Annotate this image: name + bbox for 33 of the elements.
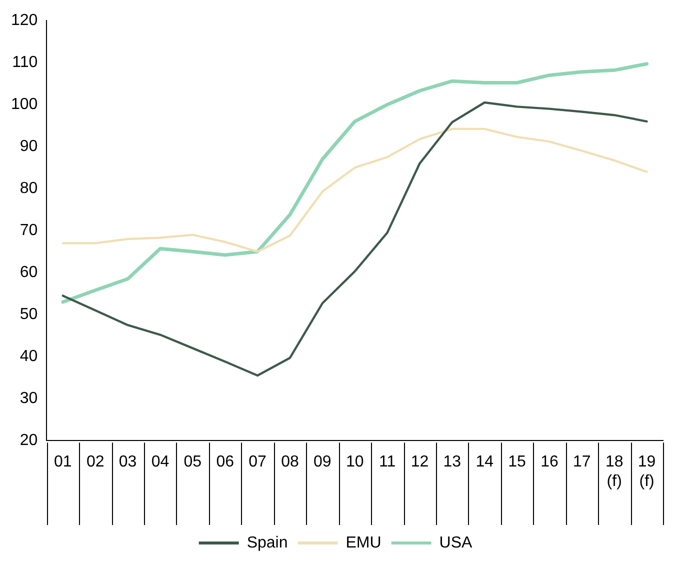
x-tick-label: 14	[476, 454, 494, 471]
x-tick-label: 01	[54, 454, 72, 471]
y-tick-label: 90	[20, 138, 38, 156]
y-tick-label: 60	[20, 264, 38, 282]
x-tick-label: 12	[410, 454, 429, 471]
x-tick-label: 07	[248, 454, 267, 471]
legend-label: USA	[439, 534, 473, 552]
x-tick-label: 13	[443, 454, 462, 471]
legend-label: EMU	[346, 534, 382, 552]
y-tick-label: 50	[20, 306, 38, 324]
x-tick-label: 04	[151, 454, 170, 471]
x-tick-label: 16	[540, 454, 558, 471]
x-tick-label: 15	[508, 454, 526, 471]
x-tick-label: 08	[281, 454, 299, 471]
x-tick-label: 03	[118, 454, 137, 471]
y-tick-label: 110	[12, 54, 38, 72]
x-tick-label: 17	[573, 454, 591, 471]
x-tick-label: 18 (f)	[605, 454, 624, 490]
x-tick-label: 02	[86, 454, 104, 471]
x-tick-label: 05	[184, 454, 202, 471]
legend-label: Spain	[246, 534, 288, 552]
y-tick-label: 100	[10, 96, 38, 114]
x-tick-label: 19 (f)	[638, 454, 656, 490]
y-tick-label: 120	[10, 12, 38, 30]
y-tick-label: 40	[20, 348, 38, 366]
y-tick-label: 20	[20, 432, 38, 450]
x-tick-label: 09	[314, 454, 332, 471]
x-tick-label: 11	[378, 454, 396, 471]
y-tick-label: 30	[20, 390, 38, 408]
x-tick-label: 10	[346, 454, 364, 471]
x-tick-label: 06	[216, 454, 234, 471]
y-tick-label: 70	[20, 222, 38, 240]
y-tick-label: 80	[20, 180, 38, 198]
